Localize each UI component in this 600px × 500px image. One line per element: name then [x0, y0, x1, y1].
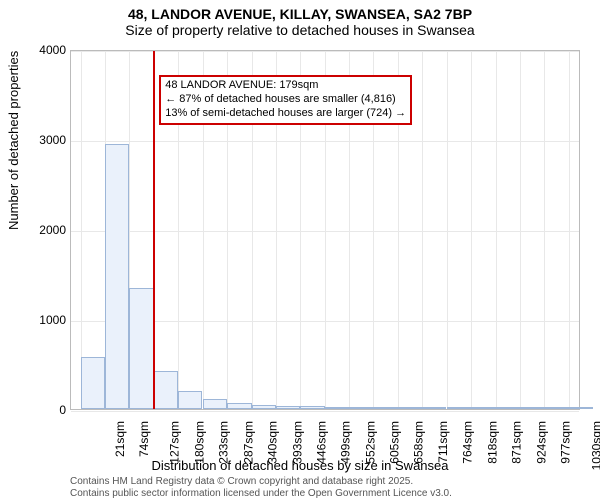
annotation-box: 48 LANDOR AVENUE: 179sqm← 87% of detache… [159, 75, 412, 124]
histogram-bar [471, 407, 495, 409]
y-tick-label: 1000 [39, 313, 66, 327]
histogram-bar [252, 405, 276, 410]
title-block: 48, LANDOR AVENUE, KILLAY, SWANSEA, SA2 … [0, 0, 600, 38]
histogram-bar [154, 371, 178, 409]
title-line1: 48, LANDOR AVENUE, KILLAY, SWANSEA, SA2 … [0, 6, 600, 22]
histogram-bar [276, 406, 300, 409]
annotation-line3: 13% of semi-detached houses are larger (… [165, 107, 406, 121]
histogram-bar [227, 403, 251, 409]
histogram-bar [422, 407, 446, 409]
y-tick-label: 3000 [39, 133, 66, 147]
histogram-bar [81, 357, 105, 409]
footer-line1: Contains HM Land Registry data © Crown c… [70, 476, 452, 488]
y-tick-label: 4000 [39, 43, 66, 57]
x-tick-label: 21sqm [113, 421, 127, 457]
y-tick-label: 0 [59, 403, 66, 417]
annotation-line2: ← 87% of detached houses are smaller (4,… [165, 93, 406, 107]
plot-area: 48 LANDOR AVENUE: 179sqm← 87% of detache… [70, 50, 580, 410]
histogram-bar [373, 407, 397, 409]
histogram-bar [300, 406, 324, 409]
histogram-bar [105, 144, 129, 409]
x-tick-label: 711sqm [435, 421, 449, 463]
histogram-bar [325, 407, 349, 409]
property-marker-line [153, 51, 155, 409]
histogram-bar [129, 288, 153, 409]
histogram-bar [447, 407, 471, 409]
histogram-bar [203, 399, 227, 409]
x-tick-label: 74sqm [137, 421, 151, 457]
footer-line2: Contains public sector information licen… [70, 488, 452, 500]
histogram-bar [349, 407, 373, 409]
title-line2: Size of property relative to detached ho… [0, 22, 600, 38]
x-axis-label: Distribution of detached houses by size … [0, 458, 600, 473]
histogram-bar [520, 407, 544, 409]
histogram-bar [496, 407, 520, 409]
annotation-line1: 48 LANDOR AVENUE: 179sqm [165, 79, 406, 93]
y-tick-label: 2000 [39, 223, 66, 237]
histogram-bar [569, 407, 593, 409]
histogram-bar [544, 407, 568, 409]
histogram-bar [178, 391, 202, 409]
chart-container: 48, LANDOR AVENUE, KILLAY, SWANSEA, SA2 … [0, 0, 600, 500]
footer: Contains HM Land Registry data © Crown c… [70, 476, 452, 499]
histogram-bar [398, 407, 422, 409]
y-axis-label: Number of detached properties [6, 51, 21, 230]
